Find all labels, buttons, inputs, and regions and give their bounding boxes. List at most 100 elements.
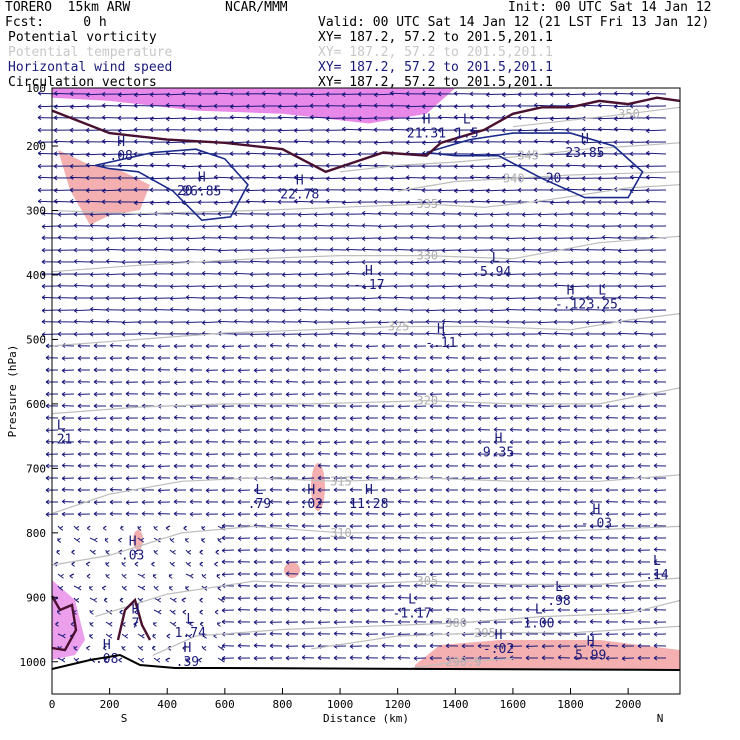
circulation-vector-head bbox=[169, 271, 174, 277]
circulation-vector-head bbox=[409, 271, 414, 277]
circulation-vector-head bbox=[429, 415, 434, 421]
circulation-vector-head bbox=[333, 380, 338, 385]
circulation-vector bbox=[622, 405, 635, 408]
circulation-vector-head bbox=[461, 559, 466, 565]
pv-blob-surface-left bbox=[52, 580, 85, 660]
circulation-vector-head bbox=[341, 152, 346, 158]
circulation-vector-head bbox=[149, 139, 154, 145]
circulation-vector-head bbox=[297, 272, 302, 277]
circulation-vector-head bbox=[589, 632, 594, 637]
circulation-vector-head bbox=[397, 391, 402, 397]
circulation-vector-head bbox=[213, 174, 218, 180]
circulation-vector-head bbox=[269, 512, 274, 517]
extrema-value: -.17 bbox=[353, 278, 384, 293]
circulation-vector-head bbox=[365, 391, 370, 397]
circulation-vector-head bbox=[533, 92, 538, 97]
circulation-vector-head bbox=[120, 525, 124, 531]
circulation-vector-head bbox=[473, 212, 478, 217]
circulation-vector-head bbox=[585, 211, 590, 217]
circulation-vector-head bbox=[477, 643, 482, 649]
circulation-vector-head bbox=[149, 92, 154, 97]
circulation-vector-head bbox=[221, 619, 226, 625]
circulation-vector-head bbox=[229, 114, 234, 120]
circulation-vector-head bbox=[269, 391, 274, 397]
circulation-vector-head bbox=[217, 319, 222, 324]
circulation-vector bbox=[522, 297, 539, 300]
circulation-vector-head bbox=[653, 631, 658, 637]
circulation-vector-head bbox=[140, 657, 145, 663]
circulation-vector-head bbox=[425, 283, 430, 289]
circulation-vector-head bbox=[93, 597, 98, 603]
circulation-vector-head bbox=[153, 319, 158, 325]
circulation-vector-head bbox=[397, 404, 402, 409]
circulation-vector-head bbox=[57, 537, 62, 543]
circulation-vector-head bbox=[553, 235, 558, 241]
circulation-vector-head bbox=[537, 259, 542, 265]
circulation-vector-head bbox=[233, 307, 238, 313]
circulation-vector-head bbox=[525, 463, 530, 469]
circulation-vector-head bbox=[293, 115, 298, 120]
circulation-vector-head bbox=[653, 547, 658, 552]
circulation-vector bbox=[169, 609, 173, 613]
circulation-vector-head bbox=[429, 487, 434, 493]
circulation-vector-head bbox=[345, 223, 350, 228]
circulation-vector-head bbox=[473, 307, 478, 313]
x-tick-label: 2000 bbox=[615, 698, 642, 711]
circulation-vector bbox=[74, 260, 91, 263]
circulation-vector-head bbox=[361, 331, 366, 337]
circulation-vector-head bbox=[285, 355, 290, 361]
circulation-vector-head bbox=[69, 163, 74, 169]
circulation-vector-head bbox=[453, 199, 458, 205]
circulation-vector-head bbox=[473, 247, 478, 253]
circulation-vector-head bbox=[573, 595, 578, 601]
circulation-vector-head bbox=[589, 511, 594, 516]
circulation-vector-head bbox=[140, 537, 145, 543]
circulation-vector-head bbox=[269, 547, 274, 553]
circulation-vector-head bbox=[477, 427, 482, 432]
circulation-vector-head bbox=[617, 235, 622, 241]
low-marker: L bbox=[653, 554, 661, 569]
circulation-vector-head bbox=[137, 283, 142, 289]
circulation-vector-head bbox=[653, 643, 658, 649]
circulation-vector-head bbox=[597, 164, 602, 170]
circulation-vector-head bbox=[373, 186, 378, 192]
circulation-vector-head bbox=[69, 104, 74, 110]
circulation-vector-head bbox=[53, 115, 58, 121]
circulation-vector-head bbox=[237, 571, 242, 577]
circulation-vector-head bbox=[199, 549, 204, 555]
circulation-vector-head bbox=[621, 571, 626, 577]
high-marker: H bbox=[307, 483, 315, 498]
circulation-vector bbox=[218, 320, 235, 323]
circulation-vector-head bbox=[493, 475, 498, 481]
circulation-vector-head bbox=[345, 236, 350, 241]
circulation-vector-head bbox=[461, 487, 466, 493]
circulation-vector bbox=[586, 237, 603, 240]
circulation-vector-head bbox=[637, 463, 642, 469]
circulation-vector-head bbox=[157, 391, 162, 397]
circulation-vector-head bbox=[134, 561, 139, 567]
circulation-vector-head bbox=[441, 211, 446, 217]
circulation-vector-head bbox=[309, 103, 314, 109]
circulation-vector-head bbox=[557, 619, 562, 625]
circulation-vector-head bbox=[469, 198, 474, 204]
circulation-vector-head bbox=[381, 511, 386, 517]
high-marker: H bbox=[103, 638, 111, 653]
circulation-vector-head bbox=[653, 559, 658, 565]
circulation-vector-head bbox=[585, 223, 590, 229]
circulation-vector-head bbox=[269, 655, 274, 661]
circulation-vector bbox=[302, 656, 315, 659]
circulation-vector-head bbox=[517, 91, 522, 97]
circulation-vector-head bbox=[301, 535, 306, 541]
circulation-vector-head bbox=[445, 643, 450, 649]
circulation-vector-head bbox=[621, 367, 626, 373]
circulation-vector-head bbox=[229, 199, 234, 205]
circulation-vector-head bbox=[397, 343, 402, 349]
circulation-vector-head bbox=[105, 246, 110, 252]
circulation-vector-head bbox=[473, 331, 478, 337]
circulation-vector-head bbox=[505, 223, 510, 229]
circulation-vector-head bbox=[45, 499, 50, 505]
circulation-vector bbox=[522, 237, 539, 240]
circulation-vector-head bbox=[253, 535, 258, 541]
circulation-vector-head bbox=[105, 223, 110, 229]
circulation-vector-head bbox=[217, 235, 222, 240]
